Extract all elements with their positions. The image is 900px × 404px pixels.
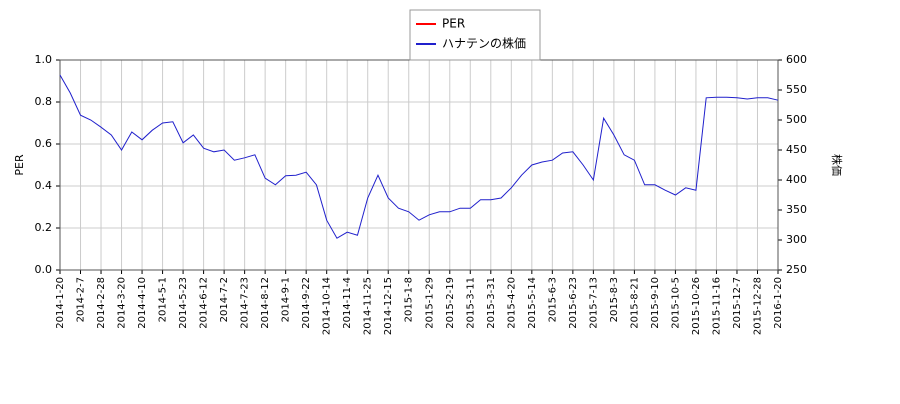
- x-tick-label: 2015-8-21: [629, 277, 640, 329]
- x-tick-label: 2014-5-23: [178, 277, 189, 329]
- x-tick-label: 2015-5-14: [527, 277, 538, 329]
- x-tick-label: 2015-10-5: [670, 277, 681, 329]
- x-tick-label: 2016-1-20: [773, 277, 784, 329]
- x-tick-label: 2015-2-19: [445, 277, 456, 329]
- series-line: [59, 74, 779, 239]
- x-tick-label: 2015-1-8: [404, 277, 415, 322]
- y-tick-label: 0.2: [35, 221, 53, 234]
- x-tick-label: 2015-1-29: [424, 277, 435, 329]
- legend-box: [409, 9, 541, 61]
- x-tick-label: 2014-11-25: [363, 277, 374, 335]
- y-tick-label: 0.0: [35, 263, 53, 276]
- x-tick-label: 2014-12-15: [383, 277, 394, 335]
- legend-label: PER: [442, 17, 465, 31]
- x-tick-label: 2014-7-2: [219, 277, 230, 322]
- y-axis-label: PER: [13, 154, 26, 176]
- y-tick-label: 0.4: [35, 179, 53, 192]
- x-tick-label: 2014-2-7: [76, 277, 87, 322]
- y2-tick-label: 350: [786, 203, 807, 216]
- y-tick-label: 0.6: [35, 137, 53, 150]
- x-tick-label: 2014-7-23: [240, 277, 251, 329]
- x-tick-label: 2014-11-4: [342, 277, 353, 329]
- x-tick-label: 2014-9-1: [281, 277, 292, 322]
- x-tick-label: 2015-12-28: [752, 277, 763, 335]
- x-tick-label: 2015-10-26: [691, 277, 702, 335]
- y2-tick-label: 450: [786, 143, 807, 156]
- x-tick-label: 2014-8-12: [260, 277, 271, 329]
- x-tick-label: 2015-9-10: [650, 277, 661, 329]
- x-tick-label: 2014-3-20: [117, 277, 128, 329]
- y-tick-label: 0.8: [35, 95, 53, 108]
- legend-label: ハナテンの株価: [442, 36, 526, 51]
- x-tick-label: 2015-11-16: [711, 277, 722, 335]
- x-tick-label: 2015-7-13: [588, 277, 599, 329]
- y2-tick-label: 500: [786, 113, 807, 126]
- y2-axis-label: 株価: [830, 154, 844, 176]
- x-tick-label: 2014-6-12: [199, 277, 210, 329]
- y2-tick-label: 300: [786, 233, 807, 246]
- y2-tick-label: 250: [786, 263, 807, 276]
- x-tick-label: 2015-6-3: [547, 277, 558, 322]
- y2-tick-label: 600: [786, 53, 807, 66]
- x-tick-label: 2014-2-28: [96, 277, 107, 329]
- y2-tick-label: 550: [786, 83, 807, 96]
- x-tick-label: 2015-4-20: [506, 277, 517, 329]
- x-tick-label: 2014-5-1: [158, 277, 169, 322]
- y-tick-label: 1.0: [35, 53, 53, 66]
- x-tick-label: 2014-10-14: [322, 277, 333, 335]
- x-tick-label: 2014-1-20: [55, 277, 66, 329]
- x-tick-label: 2014-9-22: [301, 277, 312, 329]
- x-tick-label: 2015-12-7: [732, 277, 743, 329]
- x-tick-label: 2015-3-11: [465, 277, 476, 329]
- x-tick-label: 2014-4-10: [137, 277, 148, 329]
- y2-tick-label: 400: [786, 173, 807, 186]
- x-tick-label: 2015-3-31: [486, 277, 497, 329]
- x-tick-label: 2015-8-3: [609, 277, 620, 322]
- x-tick-label: 2015-6-23: [568, 277, 579, 329]
